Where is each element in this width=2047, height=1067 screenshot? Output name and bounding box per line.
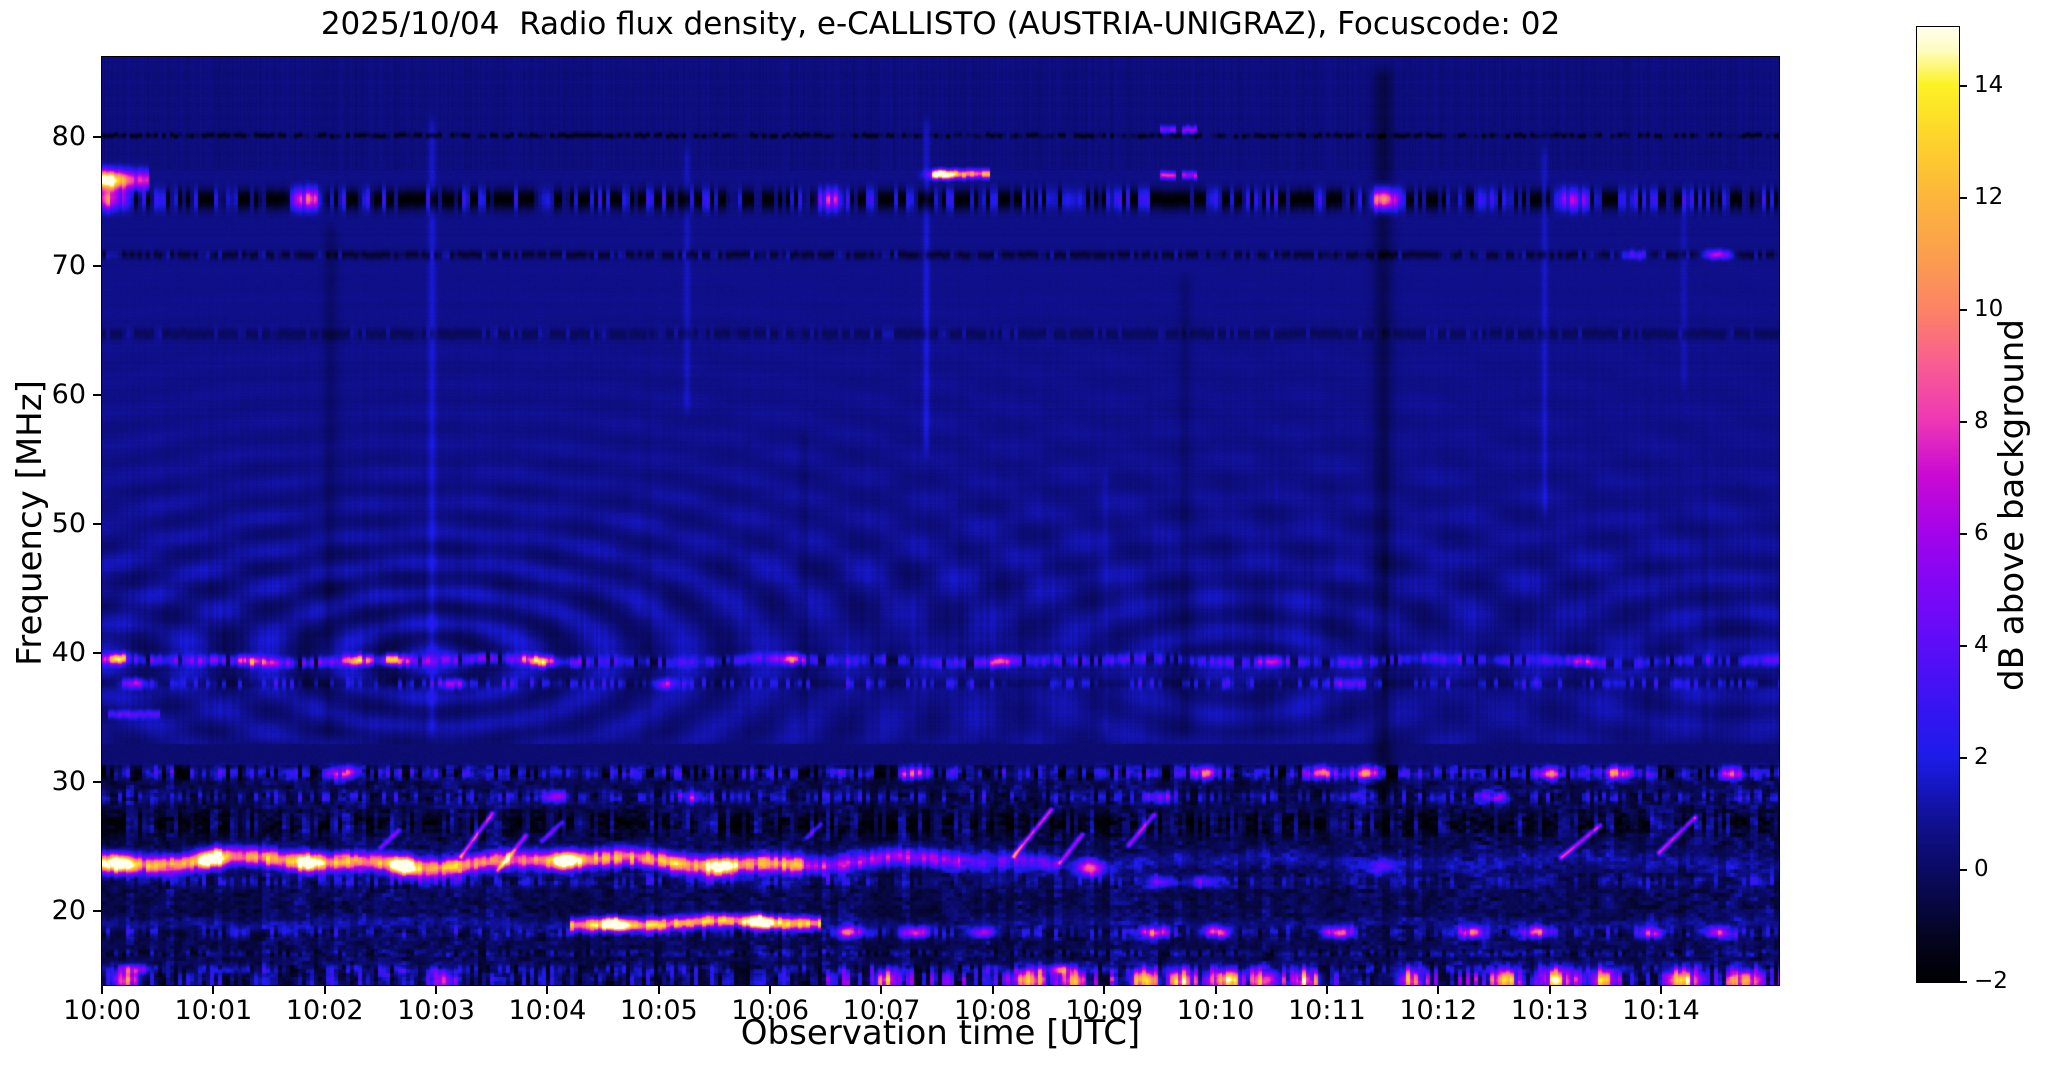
x-tick-mark [769,986,772,994]
colorbar-tick-label: −2 [1974,968,2008,994]
colorbar-tick-mark [1960,196,1967,199]
colorbar-label: dB above background [1992,319,2032,691]
colorbar-tick-label: 6 [1974,519,1989,546]
x-tick-mark [212,986,215,994]
colorbar-tick-mark [1960,981,1967,983]
x-tick-label: 10:00 [63,995,141,1026]
colorbar-tick-label: 14 [1974,71,2004,98]
colorbar-tick-label: 0 [1974,855,1989,882]
x-tick-label: 10:05 [619,995,698,1026]
colorbar-tick-label: 2 [1974,743,1989,770]
colorbar-tick-mark [1960,644,1967,647]
x-tick-mark [435,986,438,994]
chart-title: 2025/10/04 Radio flux density, e-CALLIST… [320,6,1561,42]
x-tick-label: 10:01 [174,995,253,1026]
colorbar-tick-label: 8 [1974,407,1989,434]
x-tick-mark [657,986,660,994]
colorbar-tick-label: 12 [1974,183,2004,210]
y-tick-mark [93,910,101,913]
colorbar-tick-mark [1960,756,1967,759]
y-tick-label: 80 [51,121,86,153]
x-tick-mark [101,986,103,994]
y-tick-mark [93,394,101,397]
x-axis-label: Observation time [UTC] [740,1013,1141,1053]
y-tick-label: 60 [51,379,86,411]
x-tick-label: 10:09 [1065,995,1144,1026]
x-tick-mark [1214,986,1217,994]
y-axis-label: Frequency [MHz] [10,380,50,666]
y-tick-label: 30 [51,766,86,798]
x-tick-label: 10:14 [1622,995,1700,1026]
y-tick-mark [93,781,101,784]
colorbar-tick-mark [1960,532,1967,535]
x-tick-mark [1548,986,1551,994]
x-tick-mark [546,986,549,994]
colorbar-tick-mark [1960,308,1967,311]
x-tick-label: 10:08 [953,995,1032,1026]
x-tick-mark [1437,986,1440,994]
y-tick-label: 20 [51,895,86,927]
colorbar-tick-mark [1960,84,1967,87]
y-tick-mark [93,136,101,139]
x-tick-label: 10:06 [731,995,810,1026]
x-tick-label: 10:02 [285,995,364,1026]
x-tick-mark [323,986,326,994]
x-tick-mark [991,986,994,994]
spectrogram-heatmap [101,56,1780,986]
x-tick-mark [1659,986,1662,994]
colorbar-tick-label: 4 [1974,631,1989,658]
x-tick-label: 10:12 [1399,995,1478,1026]
x-tick-label: 10:04 [508,995,587,1026]
x-tick-label: 10:07 [842,995,921,1026]
y-tick-label: 50 [51,508,86,540]
x-tick-label: 10:10 [1176,995,1255,1026]
y-tick-label: 70 [51,250,86,282]
colorbar-tick-label: 10 [1974,295,2004,322]
y-tick-label: 40 [51,637,86,669]
x-tick-label: 10:03 [397,995,475,1026]
colorbar-tick-mark [1960,868,1967,871]
x-tick-label: 10:11 [1287,995,1366,1026]
colorbar-tick-mark [1960,420,1967,423]
x-tick-mark [880,986,883,994]
y-tick-mark [93,265,101,268]
x-tick-mark [1325,986,1328,994]
y-tick-mark [93,523,101,526]
x-tick-mark [1103,986,1106,994]
x-tick-label: 10:13 [1510,995,1589,1026]
y-tick-mark [93,652,101,655]
colorbar-gradient [1916,26,1960,983]
